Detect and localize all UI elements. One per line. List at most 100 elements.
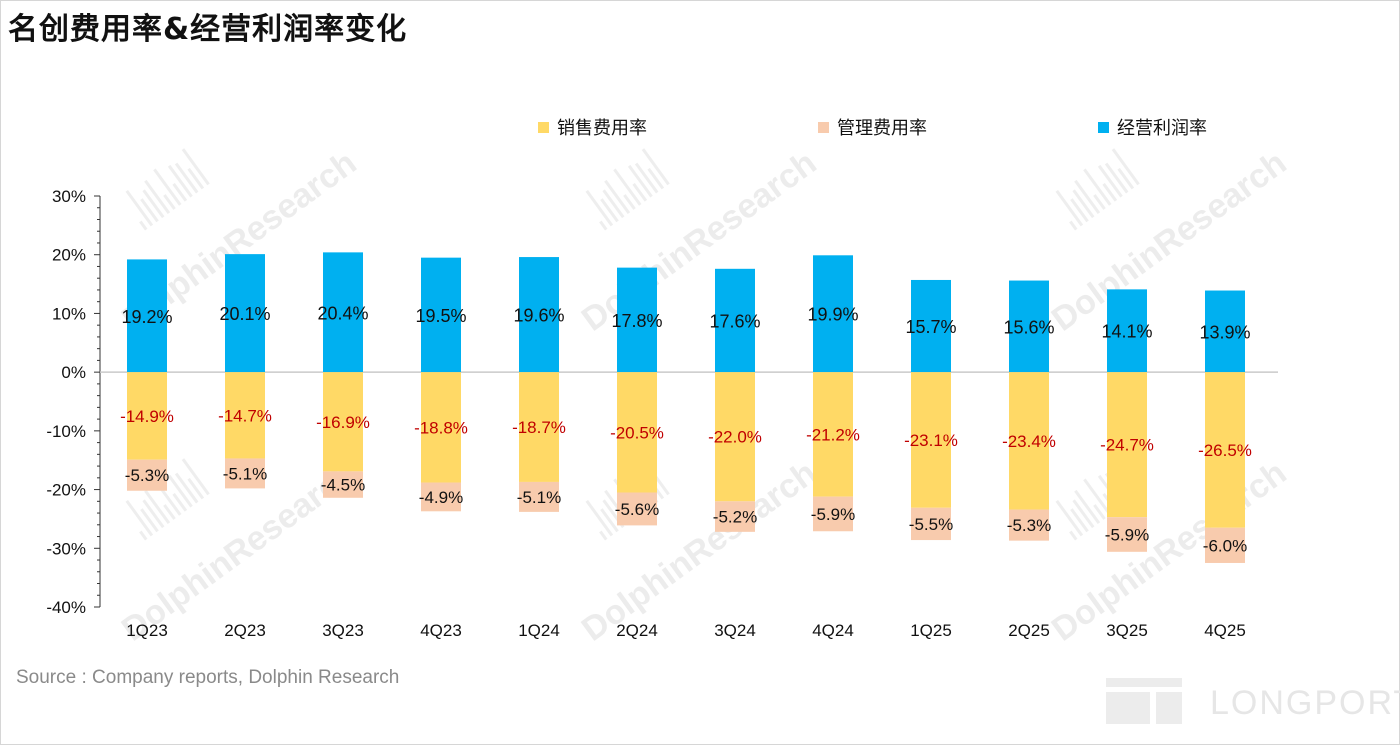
bar-admin-expense	[519, 481, 559, 512]
label-operating-margin: 15.6%	[1003, 317, 1054, 337]
bar-selling-expense	[1107, 372, 1147, 518]
label-operating-margin: 20.4%	[317, 303, 368, 323]
y-tick-label: 10%	[52, 304, 86, 323]
bar-operating-margin	[1009, 280, 1049, 373]
x-tick-label: 4Q24	[812, 621, 854, 640]
x-tick-label: 3Q23	[322, 621, 364, 640]
legend-item: 经营利润率	[1098, 114, 1207, 140]
label-selling-expense: -20.5%	[610, 423, 664, 442]
label-operating-margin: 14.1%	[1101, 322, 1152, 342]
x-tick-label: 1Q23	[126, 621, 168, 640]
x-tick-label: 2Q23	[224, 621, 266, 640]
bar-selling-expense	[127, 372, 167, 460]
bar-selling-expense	[519, 372, 559, 482]
label-operating-margin: 17.8%	[611, 311, 662, 331]
longport-logo: LONGPORT	[1106, 678, 1400, 728]
x-tick-label: 1Q24	[518, 621, 560, 640]
label-selling-expense: -23.1%	[904, 431, 958, 450]
label-operating-margin: 19.9%	[807, 305, 858, 325]
label-admin-expense: -5.6%	[615, 500, 659, 519]
x-tick-label: 2Q24	[616, 621, 658, 640]
bar-operating-margin	[1107, 289, 1147, 373]
bar-admin-expense	[813, 496, 853, 532]
legend-label: 经营利润率	[1117, 118, 1207, 139]
bar-admin-expense	[225, 458, 265, 489]
watermark: DolphinResearch	[575, 144, 824, 339]
bar-selling-expense	[323, 372, 363, 472]
watermark: DolphinResearch	[115, 144, 364, 339]
label-admin-expense: -5.1%	[517, 488, 561, 507]
label-selling-expense: -16.9%	[316, 413, 370, 432]
label-admin-expense: -5.1%	[223, 464, 267, 483]
x-tick-label: 1Q25	[910, 621, 952, 640]
label-operating-margin: 15.7%	[905, 317, 956, 337]
bar-operating-margin	[1205, 290, 1245, 373]
bar-admin-expense	[911, 507, 951, 541]
svg-text:DolphinResearch: DolphinResearch	[1045, 144, 1294, 339]
legend-swatch	[538, 122, 549, 133]
legend-label: 管理费用率	[837, 118, 927, 139]
bar-operating-margin	[421, 257, 461, 373]
x-tick-label: 4Q23	[420, 621, 462, 640]
label-admin-expense: -4.5%	[321, 476, 365, 495]
bar-admin-expense	[617, 492, 657, 526]
label-admin-expense: -5.3%	[125, 466, 169, 485]
bar-selling-expense	[911, 372, 951, 508]
bar-operating-margin	[323, 252, 363, 373]
source-note: Source : Company reports, Dolphin Resear…	[16, 667, 400, 688]
bar-selling-expense	[225, 372, 265, 459]
bar-selling-expense	[813, 372, 853, 497]
bar-operating-margin	[715, 268, 755, 373]
bar-admin-expense	[1009, 509, 1049, 541]
label-operating-margin: 19.5%	[415, 306, 466, 326]
label-operating-margin: 13.9%	[1199, 322, 1250, 342]
label-selling-expense: -18.7%	[512, 418, 566, 437]
bar-selling-expense	[1009, 372, 1049, 510]
label-selling-expense: -21.2%	[806, 425, 860, 444]
bar-operating-margin	[911, 279, 951, 373]
bar-selling-expense	[1205, 372, 1245, 528]
legend-item: 管理费用率	[818, 114, 927, 140]
y-tick-label: 0%	[61, 363, 86, 382]
label-selling-expense: -14.9%	[120, 407, 174, 426]
svg-text:DolphinResearch: DolphinResearch	[1045, 454, 1294, 649]
bar-selling-expense	[715, 372, 755, 502]
watermark: DolphinResearch	[575, 454, 824, 649]
x-tick-label: 3Q24	[714, 621, 756, 640]
x-tick-label: 3Q25	[1106, 621, 1148, 640]
svg-text:DolphinResearch: DolphinResearch	[575, 144, 824, 339]
label-selling-expense: -26.5%	[1198, 441, 1252, 460]
label-admin-expense: -6.0%	[1203, 536, 1247, 555]
label-selling-expense: -22.0%	[708, 428, 762, 447]
label-selling-expense: -18.8%	[414, 418, 468, 437]
legend-item: 销售费用率	[538, 114, 647, 140]
label-admin-expense: -5.9%	[1105, 525, 1149, 544]
bar-admin-expense	[323, 471, 363, 498]
chart-title: 名创费用率&经营利润率变化	[8, 12, 408, 47]
bar-operating-margin	[127, 259, 167, 373]
bar-operating-margin	[617, 267, 657, 373]
label-operating-margin: 19.2%	[121, 307, 172, 327]
bar-selling-expense	[617, 372, 657, 493]
label-operating-margin: 20.1%	[219, 304, 270, 324]
legend-swatch	[1098, 122, 1109, 133]
y-tick-label: -10%	[46, 422, 86, 441]
legend-swatch	[818, 122, 829, 133]
bar-operating-margin	[519, 257, 559, 373]
label-selling-expense: -23.4%	[1002, 432, 1056, 451]
bar-operating-margin	[225, 254, 265, 373]
y-tick-label: 30%	[52, 187, 86, 206]
bar-admin-expense	[1107, 517, 1147, 552]
bar-admin-expense	[1205, 527, 1245, 563]
longport-logo-mark	[1106, 678, 1182, 724]
y-tick-label: -20%	[46, 481, 86, 500]
y-tick-label: -30%	[46, 539, 86, 558]
bar-admin-expense	[421, 482, 461, 512]
label-admin-expense: -5.5%	[909, 515, 953, 534]
bar-admin-expense	[715, 501, 755, 532]
x-tick-label: 2Q25	[1008, 621, 1050, 640]
label-operating-margin: 19.6%	[513, 306, 564, 326]
label-selling-expense: -24.7%	[1100, 436, 1154, 455]
label-selling-expense: -14.7%	[218, 406, 272, 425]
